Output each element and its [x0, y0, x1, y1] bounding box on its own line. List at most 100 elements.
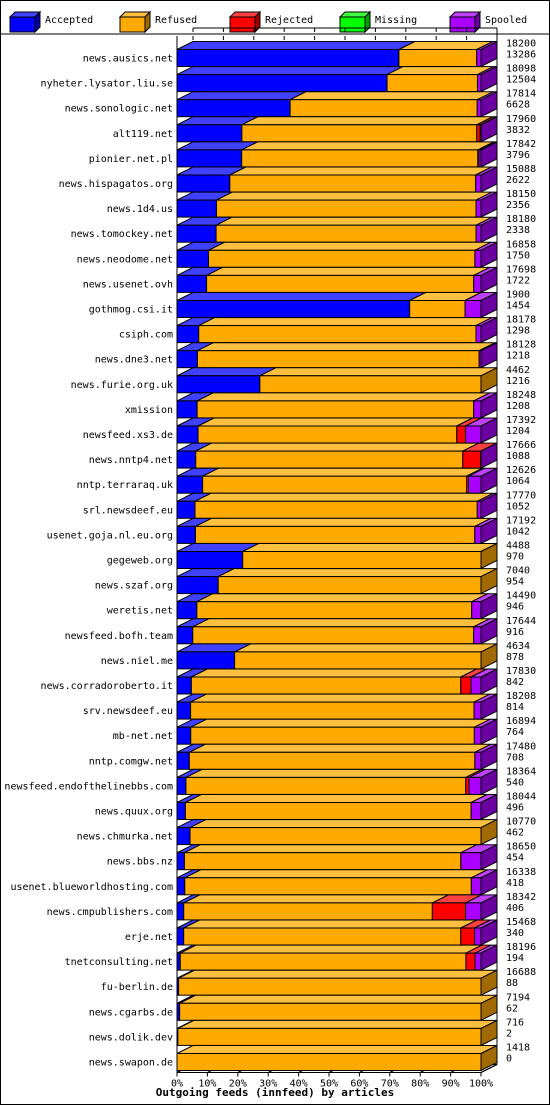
row-news-cgarbs-de-accepted-label: 62 [506, 1003, 518, 1014]
row-news-dolik-dev-refused-bar [177, 1027, 482, 1046]
row-news-neodome-net-refused-bar-top [208, 241, 492, 251]
row-news-dne3-net-accepted-label: 1218 [506, 351, 530, 362]
row-alt119-net-refused-bar-top [241, 116, 493, 126]
row-news-bbs-nz-offered-label: 18650 [506, 842, 536, 853]
row-nyheter-lysator-liu-se-accepted-bar [176, 74, 388, 93]
row-xmission-accepted-bar [176, 400, 198, 419]
row-alt119-net-label: alt119.net [113, 129, 173, 140]
row-newsfeed-bofh-team-label: newsfeed.bofh.team [65, 631, 173, 642]
row-news-niel-me-refused-bar-top [234, 643, 498, 653]
row-usenet-goja-nl-eu-org-refused-bar [194, 525, 476, 544]
row-news-cmpublishers-com-accepted-bar [176, 902, 185, 921]
row-srv-newsdeef-eu-refused-bar [190, 701, 475, 720]
row-news-cgarbs-de-refused-bar [179, 1002, 482, 1021]
row-news-dolik-dev-label: news.dolik.dev [89, 1032, 173, 1043]
row-news-furie-org-uk-accepted-bar [176, 375, 261, 394]
row-csiph-com-refused-bar [198, 325, 477, 344]
row-news-dne3-net-offered-label: 18128 [506, 340, 536, 351]
row-erje-net-accepted-bar [176, 927, 185, 946]
row-alt119-net-accepted-label: 3832 [506, 125, 530, 136]
row-csiph-com-accepted-bar [176, 325, 200, 344]
row-news-neodome-net-accepted-bar [176, 249, 210, 268]
row-news-cgarbs-de-offered-label: 7194 [506, 992, 530, 1003]
row-fu-berlin-de-offered-label: 16688 [506, 967, 536, 978]
row-tnetconsulting-net-bar-side [480, 944, 498, 971]
row-newsfeed-endofthelinebbs-com-bar-side [480, 768, 498, 796]
row-weretis-net-accepted-bar [176, 601, 198, 620]
row-news-usenet-ovh-accepted-label: 1722 [506, 275, 530, 286]
row-fu-berlin-de-label: fu-berlin.de [101, 982, 173, 993]
row-news-ausics-net-refused-bar [398, 49, 478, 67]
row-gothmog-csi-it-refused-bar [409, 300, 466, 318]
row-news-furie-org-uk-refused-bar [259, 375, 482, 394]
row-nyheter-lysator-liu-se-label: nyheter.lysator.liu.se [41, 79, 173, 90]
row-newsfeed-bofh-team-spooled-bar [473, 626, 482, 645]
legend-rejected-swatch [229, 16, 256, 33]
row-tnetconsulting-net-accepted-label: 194 [506, 953, 524, 964]
row-news-quux-org-spooled-bar [470, 802, 482, 820]
row-mb-net-net-bar-side [480, 718, 498, 746]
row-tnetconsulting-net-rejected-bar [465, 952, 476, 971]
row-nntp-terraraq-uk-label: nntp.terraraq.uk [77, 480, 173, 491]
row-news-neodome-net-bar-side [480, 241, 498, 269]
x-tick-label-0: 0% [171, 1079, 183, 1090]
row-news-niel-me-offered-label: 4634 [506, 641, 530, 652]
x-tick-label-4: 40% [290, 1079, 308, 1090]
row-xmission-bar-side [480, 392, 498, 419]
row-news-quux-org-refused-bar-top [185, 794, 488, 803]
row-news-dolik-dev-bar-side [480, 1019, 498, 1047]
row-news-tomockey-net-accepted-bar [176, 224, 217, 243]
row-srv-newsdeef-eu-label: srv.newsdeef.eu [83, 706, 173, 717]
row-gegeweb-org-offered-label: 4488 [506, 541, 530, 552]
row-news-bbs-nz-accepted-bar [176, 852, 185, 871]
row-usenet-goja-nl-eu-org-accepted-label: 1042 [506, 526, 530, 537]
row-news-neodome-net-label: news.neodome.net [77, 254, 173, 265]
row-usenet-blueworldhosting-com-refused-bar [184, 877, 472, 896]
row-news-sonologic-net-spooled-bar [476, 99, 482, 118]
row-weretis-net-offered-label: 14490 [506, 591, 536, 602]
row-nntp-comgw-net-refused-bar [188, 751, 476, 770]
row-gothmog-csi-it-accepted-bar [176, 300, 411, 318]
row-news-niel-me-accepted-label: 878 [506, 652, 524, 663]
row-newsfeed-xs3-de-accepted-bar [176, 425, 199, 444]
row-gegeweb-org-bar-side [480, 542, 498, 570]
row-news-niel-me-accepted-bar [176, 651, 236, 670]
row-srl-newsdeef-eu-accepted-label: 1052 [506, 501, 530, 512]
row-csiph-com-refused-bar-top [198, 317, 493, 327]
row-news-quux-org-offered-label: 18044 [506, 792, 536, 803]
row-news-cmpublishers-com-rejected-bar [431, 902, 466, 921]
row-alt119-net-offered-label: 17960 [506, 114, 536, 125]
row-srl-newsdeef-eu-offered-label: 17770 [506, 490, 536, 501]
row-news-swapon-de-accepted-label: 0 [506, 1054, 512, 1065]
x-tick-label-9: 90% [442, 1079, 460, 1090]
row-news-cmpublishers-com-refused-bar-top [183, 894, 449, 904]
row-erje-net-label: erje.net [125, 932, 173, 943]
row-news-szaf-org-bar-side [480, 567, 498, 595]
row-newsfeed-endofthelinebbs-com-offered-label: 18364 [506, 766, 536, 777]
row-srl-newsdeef-eu-bar-side [480, 492, 498, 520]
row-news-tomockey-net-accepted-label: 2338 [506, 225, 530, 236]
row-nntp-comgw-net-accepted-label: 708 [506, 752, 524, 763]
row-news-dne3-net-label: news.dne3.net [95, 355, 173, 366]
row-news-sonologic-net-bar-side [480, 90, 498, 118]
row-news-1d4-us-accepted-bar [176, 199, 217, 218]
row-pionier-net-pl-label: pionier.net.pl [89, 154, 173, 165]
row-news-ausics-net-label: news.ausics.net [83, 54, 173, 65]
row-news-tomockey-net-bar-side [480, 216, 498, 244]
row-news-corradoroberto-it-spooled-bar [470, 676, 482, 695]
row-usenet-goja-nl-eu-org-accepted-bar [176, 525, 196, 544]
row-newsfeed-bofh-team-accepted-label: 916 [506, 627, 524, 638]
row-news-hispagatos-org-accepted-label: 2622 [506, 175, 530, 186]
row-news-cmpublishers-com-bar-side [480, 894, 498, 921]
row-usenet-blueworldhosting-com-label: usenet.blueworldhosting.com [10, 882, 173, 893]
row-news-szaf-org-refused-bar-top [217, 568, 498, 578]
row-news-furie-org-uk-accepted-bar-top [176, 367, 277, 377]
row-weretis-net-refused-bar [196, 601, 473, 620]
row-news-tomockey-net-refused-bar-top [215, 216, 493, 226]
row-fu-berlin-de-accepted-label: 88 [506, 978, 518, 989]
row-news-hispagatos-org-offered-label: 15088 [506, 164, 536, 175]
row-srv-newsdeef-eu-spooled-bar [473, 701, 482, 720]
legend-refused-label: Refused [155, 15, 197, 26]
row-srl-newsdeef-eu-refused-bar-top [194, 492, 494, 502]
row-news-cmpublishers-com-offered-label: 18342 [506, 892, 536, 903]
